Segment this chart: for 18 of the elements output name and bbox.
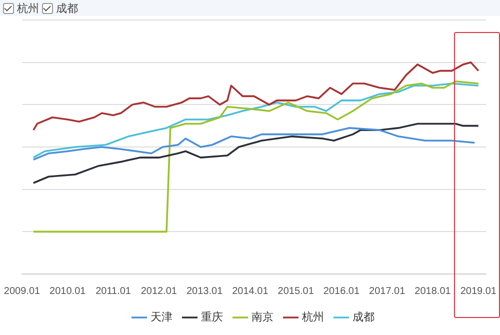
x-tick-label: 2012.01 [140, 286, 178, 297]
x-tick-label: 2019.01 [460, 286, 497, 297]
x-tick-label: 2010.01 [50, 286, 86, 297]
legend-label: 南京 [251, 310, 274, 324]
x-tick-label: 2016.01 [323, 286, 360, 297]
x-tick-label: 2017.01 [369, 286, 406, 297]
x-tick-label: 2013.01 [186, 286, 224, 297]
x-tick-label: 2011.01 [96, 286, 132, 297]
x-tick-label: 2018.01 [414, 286, 452, 297]
x-tick-label: 2015.01 [278, 286, 314, 297]
x-tick-label: 2014.01 [232, 286, 269, 297]
legend-label: 天津 [150, 310, 172, 324]
legend-label: 成都 [352, 310, 374, 324]
text: 成都 [56, 0, 78, 16]
x-tick-label: 2009.01 [4, 286, 41, 297]
legend-label: 杭州 [300, 310, 324, 324]
legend-label: 重庆 [200, 310, 223, 324]
text: 杭州 [17, 0, 39, 16]
